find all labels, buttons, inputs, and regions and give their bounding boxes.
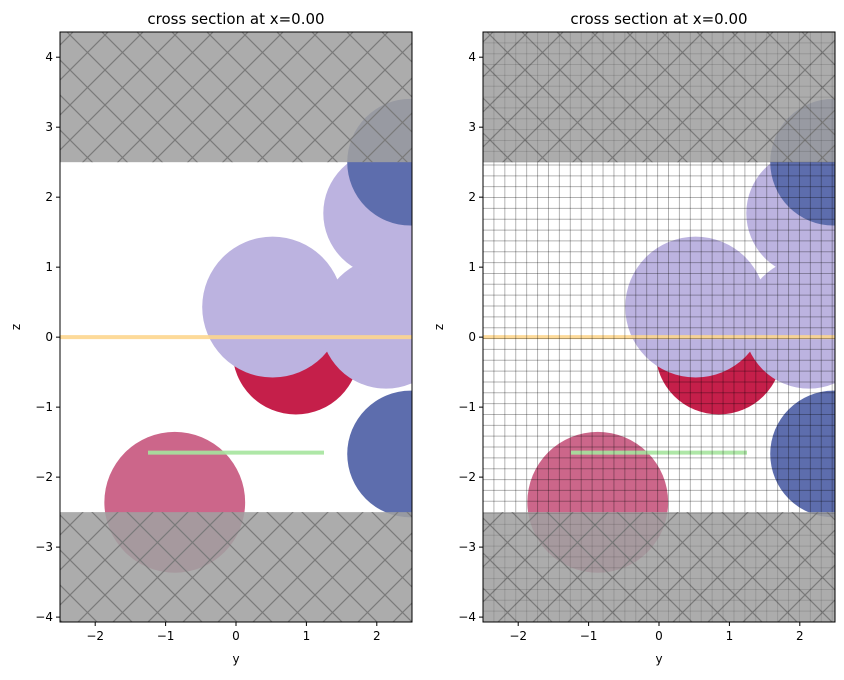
right-circle-1: [625, 236, 767, 378]
left-plot-area: [60, 32, 412, 622]
right-ytick-label: −4: [458, 610, 476, 624]
right-xlabel: y: [655, 652, 662, 666]
right-ytick-label: −3: [458, 540, 476, 554]
right-xtick-label: 0: [655, 629, 663, 643]
right-xtick-label: −1: [580, 629, 598, 643]
left-ytick-label: −1: [35, 400, 53, 414]
left-xlabel: y: [232, 652, 239, 666]
left-ytick-label: 1: [45, 260, 53, 274]
right-ylabel: z: [432, 324, 446, 330]
left-xtick-label: −1: [157, 629, 175, 643]
right-ytick-label: −1: [458, 400, 476, 414]
right-xtick-label: −2: [509, 629, 527, 643]
left-xtick-label: 2: [373, 629, 381, 643]
right-box-hatch-0: [483, 32, 835, 163]
left-ytick-label: 4: [45, 50, 53, 64]
right-circle-5: [770, 390, 835, 518]
left-circle-5: [347, 390, 412, 518]
right-ytick-label: 4: [468, 50, 476, 64]
left-ytick-label: −4: [35, 610, 53, 624]
right-xtick-label: 1: [726, 629, 734, 643]
left-box-hatch-1: [60, 512, 412, 622]
left-xtick-label: −2: [86, 629, 104, 643]
right-xtick-label: 2: [796, 629, 804, 643]
left-ytick-label: 0: [45, 330, 53, 344]
right-axes: cross section at x=0.00 y z −2 −1 0 1 2 −4 −3 −…: [432, 10, 836, 666]
left-axes: cross section at x=0.00 y z −2 −1 0 1 2 −4 −3 −…: [9, 10, 413, 666]
left-ytick-label: 2: [45, 190, 53, 204]
right-ytick-label: 3: [468, 120, 476, 134]
left-circle-1: [202, 236, 344, 378]
left-ylabel: z: [9, 324, 23, 330]
right-ytick-label: 2: [468, 190, 476, 204]
right-circle-2: [743, 257, 835, 389]
right-ytick-label: −2: [458, 470, 476, 484]
left-circle-2: [320, 257, 412, 389]
right-box-hatch-1: [483, 512, 835, 622]
right-ytick-label: 0: [468, 330, 476, 344]
left-xtick-label: 0: [232, 629, 240, 643]
right-title: cross section at x=0.00: [570, 10, 747, 28]
left-ytick-label: −3: [35, 540, 53, 554]
left-box-hatch-0: [60, 32, 412, 163]
left-xtick-label: 1: [303, 629, 311, 643]
right-plot-area: [483, 32, 835, 622]
right-ytick-label: 1: [468, 260, 476, 274]
left-ytick-label: 3: [45, 120, 53, 134]
left-title: cross section at x=0.00: [147, 10, 324, 28]
left-ytick-label: −2: [35, 470, 53, 484]
